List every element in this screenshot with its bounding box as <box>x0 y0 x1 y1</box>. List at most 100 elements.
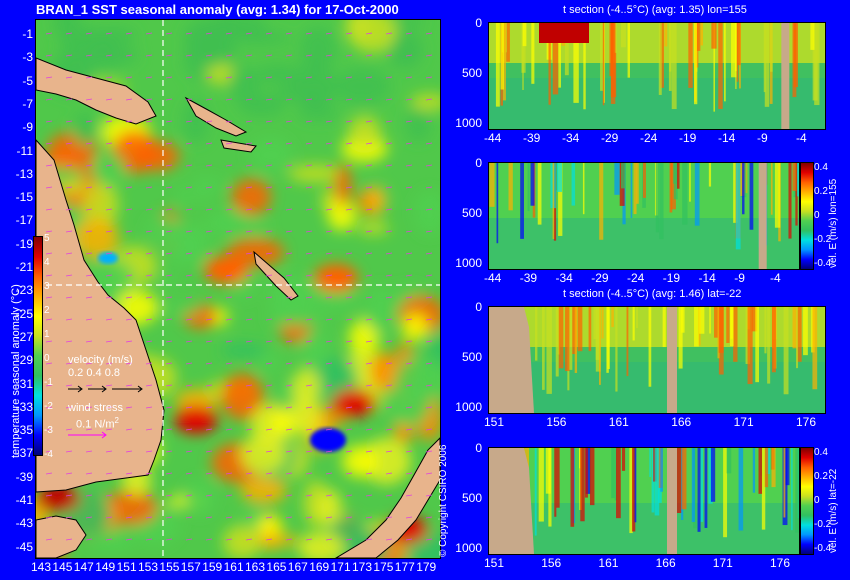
wind-vector <box>285 494 293 497</box>
wind-vector <box>345 230 353 233</box>
wind-vector <box>385 318 393 321</box>
section-streak <box>774 163 781 228</box>
anomaly-patch <box>288 164 343 183</box>
wind-vector <box>185 318 193 321</box>
wind-vector <box>425 142 433 145</box>
wind-vector <box>245 538 253 541</box>
section-streak <box>708 448 713 504</box>
section-streak <box>742 163 745 215</box>
wind-vector <box>345 362 353 365</box>
wind-vector <box>425 32 433 35</box>
wind-vector <box>225 384 233 387</box>
section-land-mask <box>758 163 767 269</box>
wind-vector <box>325 494 333 497</box>
wind-vector <box>85 98 93 101</box>
section-streak <box>629 448 633 534</box>
section-streak <box>764 23 770 107</box>
wind-vector <box>365 164 373 167</box>
wind-vector <box>205 164 213 167</box>
section-streak <box>689 163 691 202</box>
section-streak <box>548 23 551 105</box>
wind-vector <box>285 252 293 255</box>
section-streak <box>737 23 741 66</box>
wind-vector <box>425 186 433 189</box>
section-panel-t-lon155 <box>488 22 826 130</box>
wind-vector <box>205 54 213 57</box>
section-x-tick: -44 <box>484 131 502 145</box>
section-streak <box>723 448 728 538</box>
section-x-tick: 156 <box>546 415 567 429</box>
wind-vector <box>205 186 213 189</box>
section-streak <box>697 448 701 532</box>
section-streak <box>582 163 585 215</box>
sst-colorbar <box>33 236 43 456</box>
section-title: t section (-4..5°C) (avg: 1.46) lat=-22 <box>563 288 742 300</box>
wind-vector <box>365 252 373 255</box>
wind-vector <box>45 76 53 79</box>
wind-vector <box>145 384 153 387</box>
sst-colorbar-tick: 4 <box>44 257 50 268</box>
section-streak <box>600 23 605 91</box>
section-x-tick: 171 <box>712 556 733 570</box>
lon-tick-label: 155 <box>159 560 180 574</box>
wind-vector <box>125 164 133 167</box>
wind-vector <box>345 98 353 101</box>
lat-tick-label: -5 <box>22 73 33 88</box>
wind-vector <box>65 98 73 101</box>
wind-vector <box>345 406 353 409</box>
section-streak <box>670 163 676 210</box>
wind-vector <box>265 164 273 167</box>
wind-vector <box>105 472 113 475</box>
wind-vector <box>305 318 313 321</box>
section-streak <box>522 23 524 91</box>
section-streak <box>658 23 662 95</box>
wind-vector <box>145 516 153 519</box>
wind-vector <box>165 230 173 233</box>
anomaly-patch <box>288 396 322 437</box>
anomaly-patch <box>394 424 414 443</box>
wind-legend-arrow <box>68 431 107 439</box>
wind-vector <box>165 142 173 145</box>
section-streak <box>602 23 605 106</box>
section-streak <box>530 163 535 206</box>
wind-vector <box>405 340 413 343</box>
wind-vector <box>185 362 193 365</box>
wind-vector <box>145 318 153 321</box>
wind-vector <box>305 142 313 145</box>
wind-vector <box>285 98 293 101</box>
anomaly-patch <box>238 94 286 117</box>
wind-vector <box>145 208 153 211</box>
wind-vector <box>45 428 53 431</box>
lon-tick-label: 159 <box>202 560 223 574</box>
section-streak <box>659 163 664 240</box>
wind-vector <box>245 450 253 453</box>
wind-vector <box>325 340 333 343</box>
wind-vector <box>205 142 213 145</box>
wind-vector <box>365 340 373 343</box>
wind-vector <box>85 54 93 57</box>
wind-vector <box>225 32 233 35</box>
lat-tick-label: -33 <box>15 399 33 414</box>
lat-tick-label: -31 <box>15 376 33 391</box>
wind-vector <box>185 450 193 453</box>
section-streak <box>697 23 701 51</box>
wind-vector <box>45 98 53 101</box>
section-streak <box>718 23 723 110</box>
sst-colorbar-tick: 5 <box>44 233 50 244</box>
wind-vector <box>285 406 293 409</box>
section-y-tick: 0 <box>475 300 482 314</box>
section-streak <box>636 307 638 329</box>
anomaly-patch <box>91 152 126 187</box>
wind-vector <box>345 274 353 277</box>
section-x-tick: 161 <box>598 556 619 570</box>
wind-vector <box>265 406 273 409</box>
wind-vector <box>45 494 53 497</box>
wind-vector <box>45 318 53 321</box>
wind-vector <box>425 274 433 277</box>
wind-vector <box>245 76 253 79</box>
wind-vector <box>85 384 93 387</box>
velocity-legend-title: velocity (m/s) <box>68 354 133 366</box>
anomaly-patch <box>348 115 382 148</box>
wind-vector <box>165 252 173 255</box>
wind-vector <box>185 208 193 211</box>
